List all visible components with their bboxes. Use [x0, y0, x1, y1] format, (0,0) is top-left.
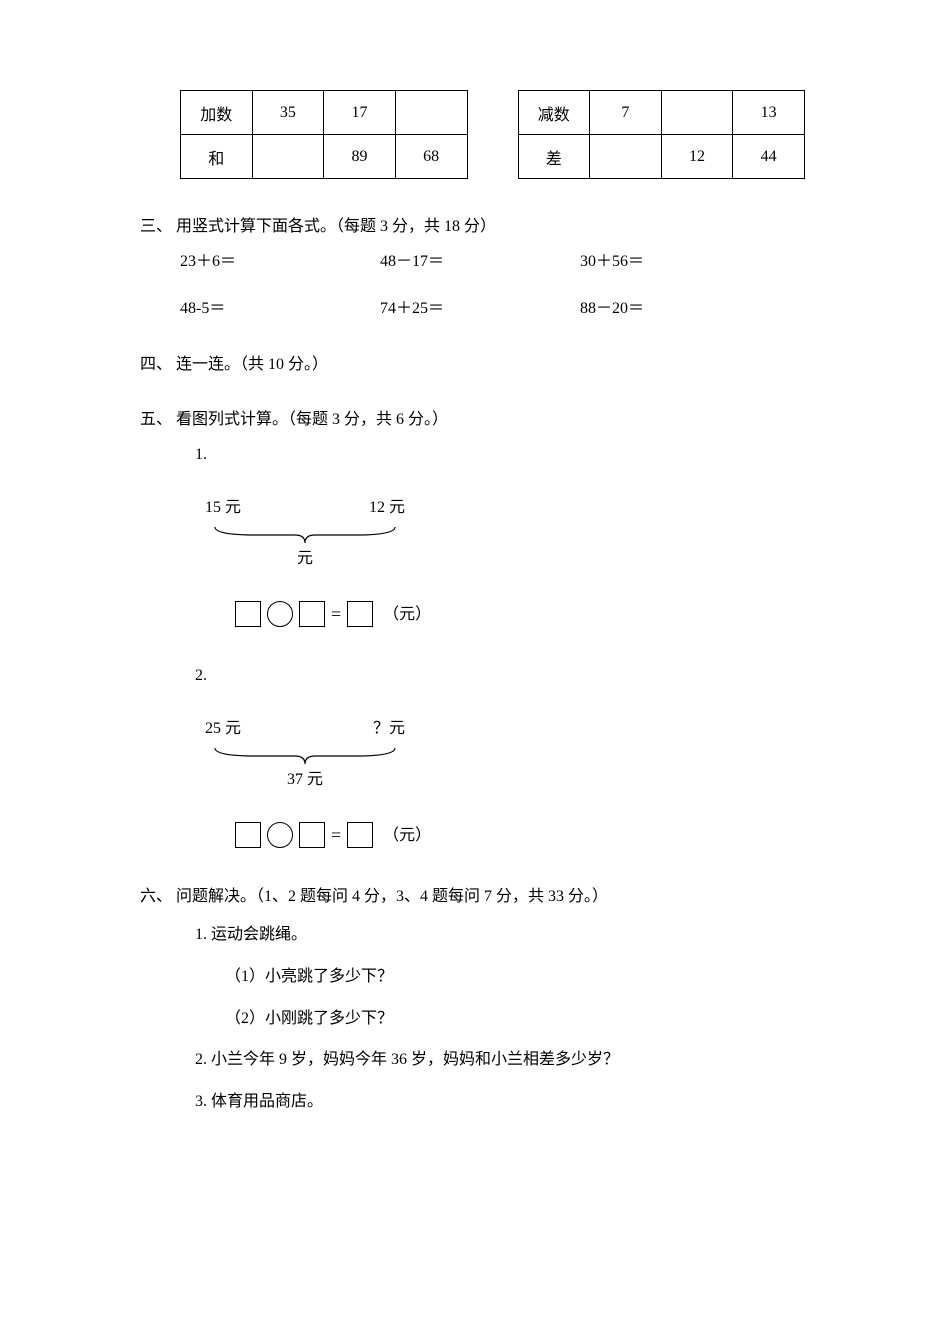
- question-1: 1. 运动会跳绳。: [195, 914, 805, 956]
- equation-row: 23＋6＝ 48－17＝ 30＋56＝: [180, 244, 805, 279]
- subtraction-table: 减数 7 13 差 12 44: [518, 90, 806, 179]
- table-cell: 7: [590, 91, 662, 135]
- table-cell: 差: [518, 135, 590, 179]
- square-box: [235, 822, 261, 848]
- square-box: [235, 601, 261, 627]
- problem-1-num: 1.: [195, 437, 805, 472]
- question-1b: （2）小刚跳了多少下？: [225, 998, 805, 1040]
- question-1a: （1）小亮跳了多少下？: [225, 956, 805, 998]
- unit-label: （元）: [383, 818, 431, 853]
- table-cell: 35: [252, 91, 324, 135]
- table-cell: 17: [324, 91, 396, 135]
- unit-label: （元）: [383, 597, 431, 632]
- square-box: [347, 601, 373, 627]
- table-cell: [252, 135, 324, 179]
- equation: 30＋56＝: [580, 244, 780, 279]
- brace-right-label: ？元: [373, 711, 405, 746]
- section-3: 三、 用竖式计算下面各式。（每题 3 分，共 18 分） 23＋6＝ 48－17…: [140, 209, 805, 327]
- table-cell: 68: [395, 135, 467, 179]
- equation: 74＋25＝: [380, 291, 580, 326]
- table-cell: [661, 91, 733, 135]
- problem-2-figure: 25 元 ？元 37 元: [205, 711, 805, 797]
- table-cell: 13: [733, 91, 805, 135]
- table-cell: 减数: [518, 91, 590, 135]
- brace-bottom-label: 元: [205, 541, 405, 576]
- equation-boxes-1: = （元）: [235, 595, 805, 635]
- equals-sign: =: [331, 595, 341, 635]
- problem-1-figure: 15 元 12 元 元: [205, 490, 805, 576]
- equation: 48－17＝: [380, 244, 580, 279]
- equation: 23＋6＝: [180, 244, 380, 279]
- table-cell: 44: [733, 135, 805, 179]
- table-cell: 12: [661, 135, 733, 179]
- brace-left-label: 15 元: [205, 490, 241, 525]
- circle-box: [267, 601, 293, 627]
- square-box: [299, 601, 325, 627]
- section-6-title: 六、 问题解决。（1、2 题每问 4 分，3、4 题每问 7 分，共 33 分。…: [140, 879, 805, 914]
- equation: 88－20＝: [580, 291, 780, 326]
- tables-row: 加数 35 17 和 89 68 减数 7 13 差 12 44: [180, 90, 805, 179]
- section-5: 五、 看图列式计算。（每题 3 分，共 6 分。） 1. 15 元 12 元 元…: [140, 402, 805, 856]
- addition-table: 加数 35 17 和 89 68: [180, 90, 468, 179]
- question-2: 2. 小兰今年 9 岁，妈妈今年 36 岁，妈妈和小兰相差多少岁？: [195, 1039, 805, 1081]
- brace-left-label: 25 元: [205, 711, 241, 746]
- table-cell: 和: [181, 135, 253, 179]
- square-box: [299, 822, 325, 848]
- equals-sign: =: [331, 816, 341, 856]
- section-5-title: 五、 看图列式计算。（每题 3 分，共 6 分。）: [140, 402, 805, 437]
- equation: 48-5＝: [180, 291, 380, 326]
- table-cell: [590, 135, 662, 179]
- brace-bottom-label: 37 元: [205, 762, 405, 797]
- question-3: 3. 体育用品商店。: [195, 1081, 805, 1123]
- brace-right-label: 12 元: [369, 490, 405, 525]
- table-cell: [395, 91, 467, 135]
- circle-box: [267, 822, 293, 848]
- section-4-title: 四、 连一连。（共 10 分。）: [140, 347, 805, 382]
- section-4: 四、 连一连。（共 10 分。）: [140, 347, 805, 382]
- table-cell: 加数: [181, 91, 253, 135]
- equation-row: 48-5＝ 74＋25＝ 88－20＝: [180, 291, 805, 326]
- section-6: 六、 问题解决。（1、2 题每问 4 分，3、4 题每问 7 分，共 33 分。…: [140, 879, 805, 1122]
- problem-2-num: 2.: [195, 658, 805, 693]
- equation-boxes-2: = （元）: [235, 816, 805, 856]
- section-3-title: 三、 用竖式计算下面各式。（每题 3 分，共 18 分）: [140, 209, 805, 244]
- square-box: [347, 822, 373, 848]
- table-cell: 89: [324, 135, 396, 179]
